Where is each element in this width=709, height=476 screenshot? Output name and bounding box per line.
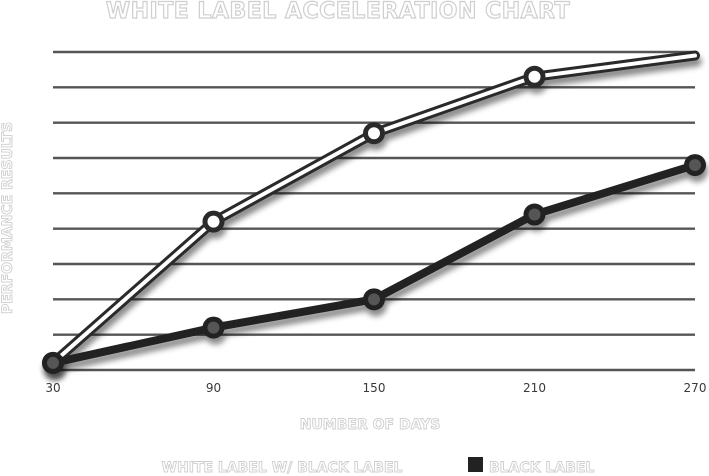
x-tick-label: 270: [684, 381, 707, 395]
chart-title: WHITE LABEL ACCELERATION CHART: [106, 0, 570, 24]
x-tick-label: 150: [363, 381, 386, 395]
y-axis-label: PERFORMANCE RESULTS: [0, 122, 16, 314]
legend-label-white-label: WHITE LABEL W/ BLACK LABEL: [162, 460, 403, 476]
legend: WHITE LABEL W/ BLACK LABEL BLACK LABEL: [161, 457, 595, 476]
series-layer: [42, 50, 706, 374]
series-line-outline: [48, 50, 700, 368]
data-point-center: [528, 208, 541, 221]
data-point-center: [368, 127, 380, 140]
series-line: [51, 53, 697, 365]
x-tick-labels: 30 90 150 210 270: [45, 381, 706, 395]
legend-swatch-black-label: [468, 457, 483, 472]
data-point-center: [47, 356, 59, 369]
x-tick-label: 210: [523, 381, 546, 395]
data-point-center: [528, 70, 541, 83]
series-white-label: [42, 50, 700, 374]
data-point-center: [689, 159, 701, 172]
data-point-center: [368, 293, 380, 306]
legend-label-black-label: BLACK LABEL: [489, 460, 594, 476]
grid-lines: [53, 50, 695, 372]
series-black-label: [42, 154, 706, 374]
data-point-center: [207, 321, 220, 334]
x-tick-label: 30: [45, 381, 60, 395]
data-point-center: [207, 215, 220, 228]
x-axis-label: NUMBER OF DAYS: [300, 417, 441, 433]
x-tick-label: 90: [206, 381, 221, 395]
